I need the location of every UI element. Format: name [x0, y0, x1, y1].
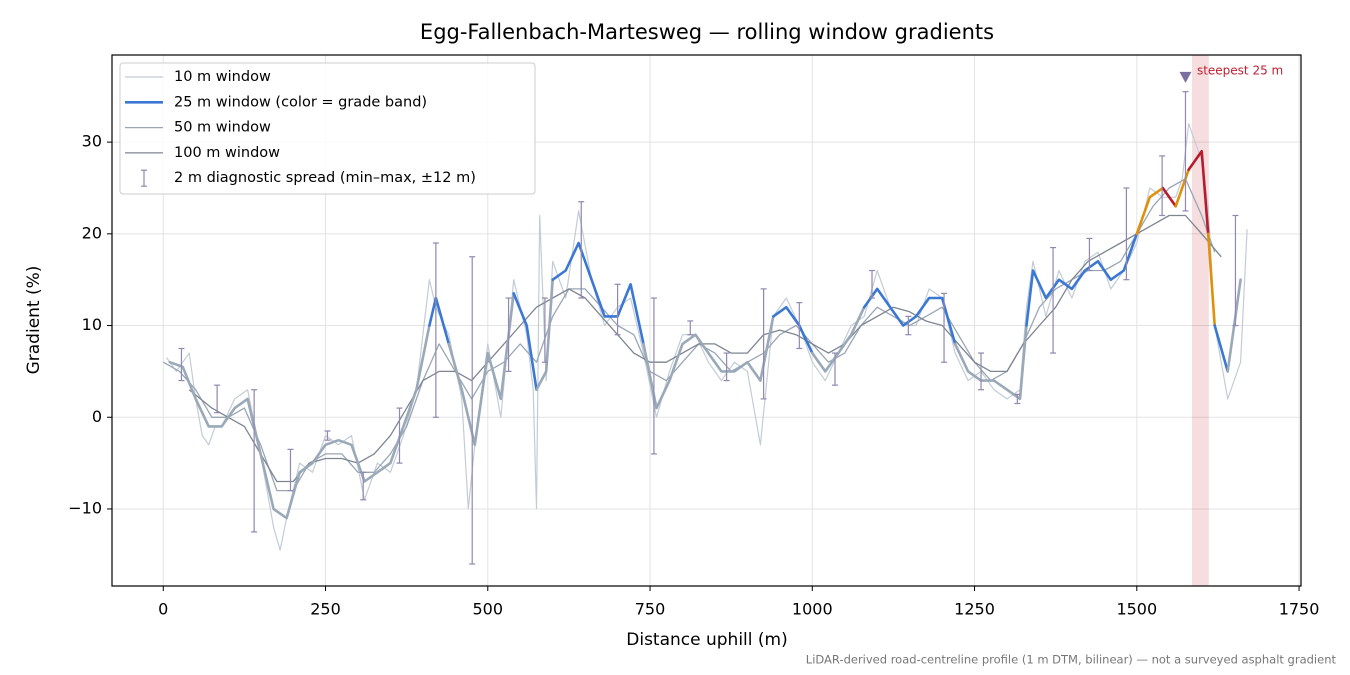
plot-frame [111, 54, 1302, 587]
series-line-band [1025, 232, 1139, 327]
steepest-span [1191, 55, 1209, 586]
x-tick-label: 750 [635, 600, 666, 619]
annotation-text: steepest 25 m [1197, 64, 1283, 78]
series-line-band [428, 296, 451, 346]
series-line-band [1213, 324, 1229, 373]
series-line [166, 123, 1248, 551]
series-line-band [168, 324, 431, 520]
x-tick-label: 1000 [792, 600, 833, 619]
x-tick-label: 500 [473, 600, 504, 619]
legend-label: 10 m window [174, 69, 271, 85]
legend-label: 100 m window [174, 145, 280, 161]
x-tick-label: 250 [310, 600, 341, 619]
series-line-band [1174, 168, 1190, 208]
series-line-band [953, 324, 1028, 401]
series-line-band [535, 278, 554, 391]
y-tick-label: 0 [92, 407, 102, 426]
y-tick-label: 20 [82, 223, 102, 242]
legend: 10 m window 25 m window (color = grade ba… [119, 62, 536, 195]
y-axis-label: Gradient (%) [24, 266, 44, 375]
legend-label: 25 m window (color = grade band) [174, 94, 427, 110]
series-line-band [1187, 150, 1210, 236]
y-tick-label: 10 [82, 315, 102, 334]
series-line-band [1161, 186, 1177, 208]
legend-label: 2 m diagnostic spread (min–max, ±12 m) [174, 170, 476, 186]
series-line-band [772, 305, 814, 355]
x-tick-label: 1750 [1279, 600, 1320, 619]
x-axis-label: Distance uphill (m) [626, 630, 787, 650]
series-line [162, 178, 1216, 492]
legend-label: 50 m window [174, 120, 271, 136]
legend-box [119, 62, 536, 195]
series-line-band [551, 241, 645, 346]
series-line-band [1206, 232, 1216, 327]
series-line-band [811, 305, 866, 373]
series-line-band [642, 315, 775, 410]
x-tick-label: 1500 [1116, 600, 1157, 619]
x-tick-label: 0 [158, 600, 168, 619]
series-line-band [512, 292, 538, 391]
series-line-band [1135, 186, 1165, 236]
y-tick-label: −10 [68, 498, 102, 517]
y-tick-label: 30 [82, 132, 102, 151]
chart-title: Egg-Fallenbach-Martesweg — rolling windo… [420, 20, 994, 44]
series-line-band [447, 292, 515, 447]
x-tick-label: 1250 [954, 600, 995, 619]
footnote: LiDAR-derived road-centreline profile (1… [806, 653, 1337, 667]
series-line [188, 214, 1222, 483]
steepest-marker [1179, 71, 1192, 83]
series-line-band [862, 287, 957, 346]
